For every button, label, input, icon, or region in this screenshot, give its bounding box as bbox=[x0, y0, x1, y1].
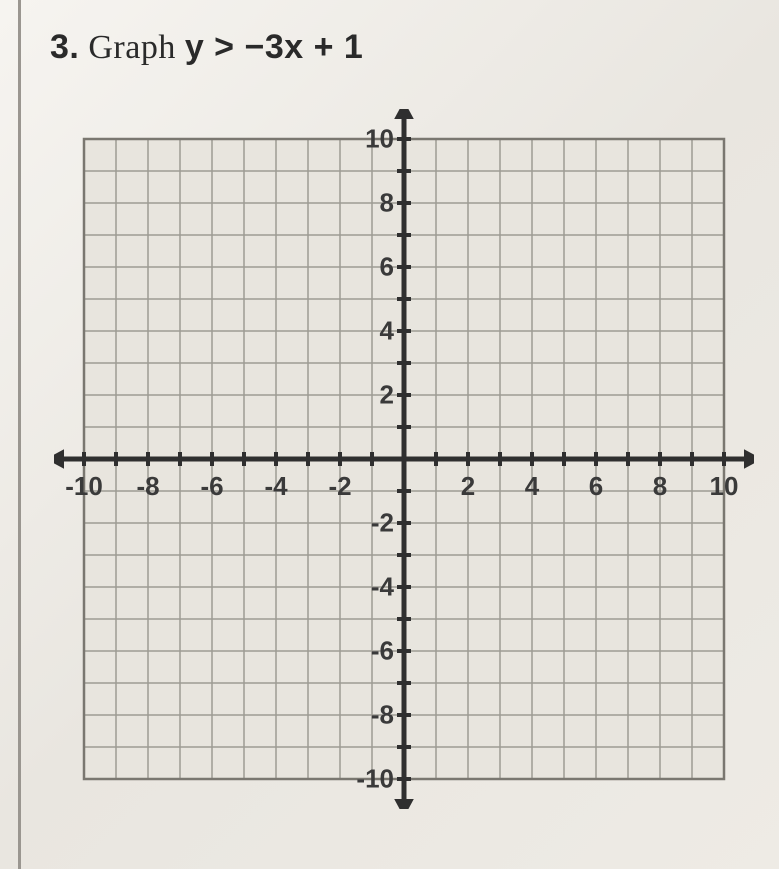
x-axis-label: 2 bbox=[461, 471, 475, 502]
x-axis-label: -6 bbox=[200, 471, 223, 502]
y-axis-label: -8 bbox=[354, 700, 394, 731]
y-axis-label: 6 bbox=[354, 252, 394, 283]
y-axis-label: -2 bbox=[354, 508, 394, 539]
y-axis-label: 8 bbox=[354, 188, 394, 219]
y-axis-label: 2 bbox=[354, 380, 394, 411]
y-axis-label: -6 bbox=[354, 636, 394, 667]
y-axis-label: -10 bbox=[354, 764, 394, 795]
y-axis-label: 10 bbox=[354, 124, 394, 155]
x-axis-label: 8 bbox=[653, 471, 667, 502]
problem-header: 3. Graph y > −3x + 1 bbox=[50, 28, 749, 67]
x-axis-label: 6 bbox=[589, 471, 603, 502]
x-axis-label: -4 bbox=[264, 471, 287, 502]
problem-word: Graph bbox=[88, 29, 175, 66]
y-axis-label: 4 bbox=[354, 316, 394, 347]
x-axis-label: 10 bbox=[710, 471, 739, 502]
x-axis-label: -8 bbox=[136, 471, 159, 502]
x-axis-label: -2 bbox=[328, 471, 351, 502]
y-axis-label: -4 bbox=[354, 572, 394, 603]
x-axis-label: -10 bbox=[65, 471, 103, 502]
coordinate-plane: -10 -8 -6 -4 -2 2 4 6 8 10 10 8 6 4 2 -2 -4 -6 -8 -10 bbox=[54, 109, 754, 809]
problem-number: 3. bbox=[50, 28, 79, 66]
grid-svg bbox=[54, 109, 754, 809]
problem-inequality: y > −3x + 1 bbox=[185, 28, 364, 66]
x-axis-label: 4 bbox=[525, 471, 539, 502]
content-area: 3. Graph y > −3x + 1 -10 -8 -6 -4 -2 2 4 6 8 10 10… bbox=[0, 0, 779, 829]
